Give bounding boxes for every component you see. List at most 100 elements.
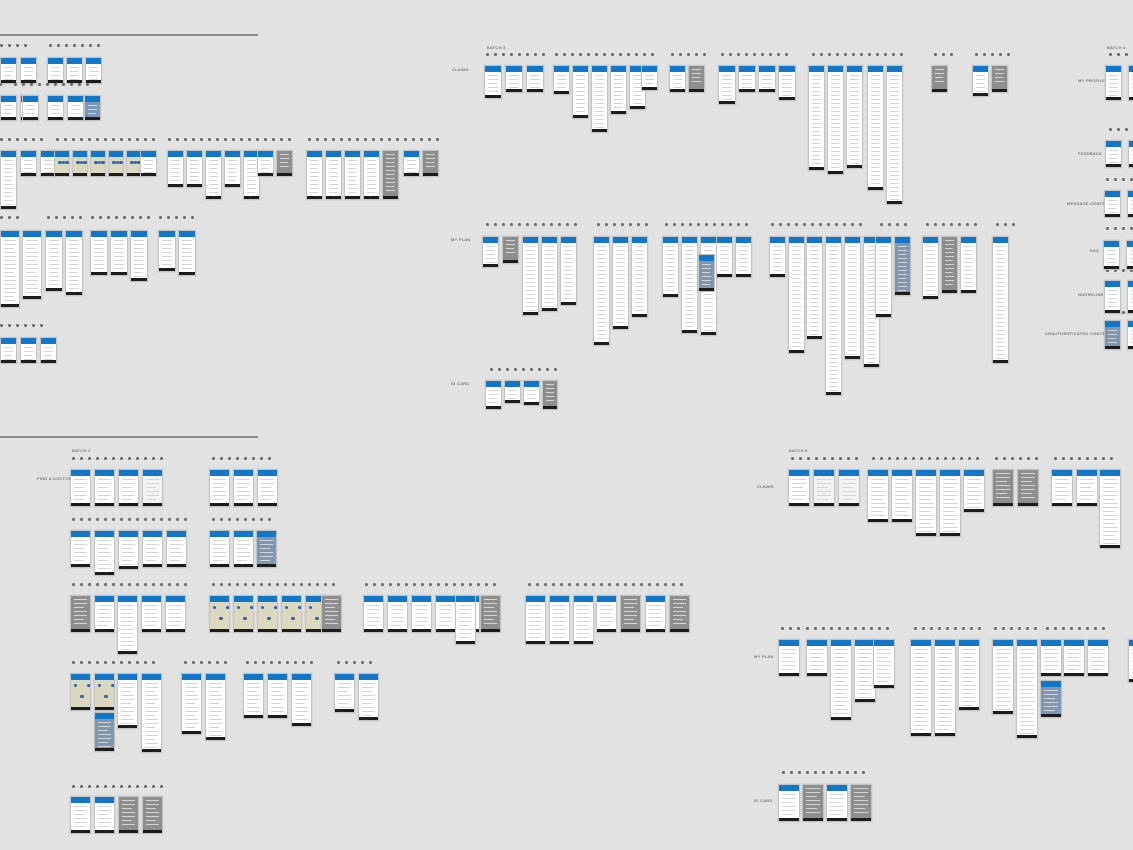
screen-thumbnail[interactable] [620, 595, 641, 633]
screen-thumbnail[interactable] [844, 236, 861, 360]
screen-thumbnail[interactable] [72, 150, 88, 177]
screen-thumbnail[interactable] [281, 595, 302, 633]
screen-thumbnail[interactable] [482, 236, 499, 268]
screen-thumbnail[interactable] [118, 469, 139, 507]
screen-thumbnail[interactable] [158, 230, 176, 272]
screen-thumbnail[interactable] [523, 380, 540, 406]
screen-thumbnail[interactable] [382, 150, 399, 200]
screen-thumbnail[interactable] [20, 57, 37, 84]
screen-thumbnail[interactable] [596, 595, 617, 633]
screen-thumbnail[interactable] [90, 230, 108, 276]
screen-thumbnail[interactable] [325, 150, 342, 200]
screen-thumbnail[interactable] [641, 65, 658, 91]
screen-thumbnail[interactable] [826, 784, 848, 822]
screen-thumbnail[interactable] [992, 236, 1009, 364]
screen-thumbnail[interactable] [1104, 280, 1121, 314]
screen-thumbnail[interactable] [931, 65, 948, 93]
screen-thumbnail[interactable] [867, 469, 889, 523]
screen-thumbnail[interactable] [958, 639, 980, 711]
screen-thumbnail[interactable] [130, 230, 148, 282]
screen-thumbnail[interactable] [22, 95, 39, 121]
screen-thumbnail[interactable] [1104, 320, 1121, 350]
screen-thumbnail[interactable] [915, 469, 937, 537]
screen-thumbnail[interactable] [718, 65, 736, 105]
screen-thumbnail[interactable] [813, 469, 835, 507]
screen-thumbnail[interactable] [358, 673, 379, 721]
screen-thumbnail[interactable] [1105, 140, 1122, 168]
screen-thumbnail[interactable] [525, 595, 546, 645]
screen-thumbnail[interactable] [84, 95, 101, 121]
screen-thumbnail[interactable] [455, 595, 476, 645]
screen-thumbnail[interactable] [867, 65, 884, 191]
screen-thumbnail[interactable] [593, 236, 610, 346]
screen-thumbnail[interactable] [47, 95, 64, 121]
screen-thumbnail[interactable] [541, 236, 558, 312]
screen-thumbnail[interactable] [233, 469, 254, 507]
screen-thumbnail[interactable] [505, 65, 523, 93]
screen-thumbnail[interactable] [738, 65, 756, 93]
screen-thumbnail[interactable] [40, 150, 57, 177]
screen-thumbnail[interactable] [257, 469, 278, 507]
screen-thumbnail[interactable] [612, 236, 629, 330]
screen-thumbnail[interactable] [70, 796, 91, 834]
screen-thumbnail[interactable] [910, 639, 932, 737]
screen-thumbnail[interactable] [806, 639, 828, 677]
screen-thumbnail[interactable] [1099, 469, 1121, 549]
screen-thumbnail[interactable] [1040, 639, 1062, 677]
screen-thumbnail[interactable] [65, 230, 83, 296]
screen-thumbnail[interactable] [387, 595, 408, 633]
screen-thumbnail[interactable] [110, 230, 128, 276]
screen-thumbnail[interactable] [1051, 469, 1073, 507]
screen-thumbnail[interactable] [334, 673, 355, 713]
screen-thumbnail[interactable] [549, 595, 570, 645]
screen-thumbnail[interactable] [894, 236, 911, 296]
screen-thumbnail[interactable] [306, 150, 323, 200]
screen-thumbnail[interactable] [891, 469, 913, 523]
screen-thumbnail[interactable] [934, 639, 956, 737]
screen-thumbnail[interactable] [70, 469, 91, 507]
screen-thumbnail[interactable] [1127, 320, 1133, 350]
screen-thumbnail[interactable] [502, 236, 519, 264]
screen-thumbnail[interactable] [67, 95, 84, 121]
screen-thumbnail[interactable] [233, 530, 254, 568]
screen-thumbnail[interactable] [94, 530, 115, 576]
screen-thumbnail[interactable] [806, 236, 823, 340]
screen-thumbnail[interactable] [875, 236, 892, 318]
screen-thumbnail[interactable] [972, 65, 989, 97]
screen-thumbnail[interactable] [788, 236, 805, 354]
screen-thumbnail[interactable] [778, 65, 796, 101]
screen-thumbnail[interactable] [403, 150, 420, 177]
screen-thumbnail[interactable] [485, 380, 502, 410]
screen-thumbnail[interactable] [85, 57, 102, 84]
screen-thumbnail[interactable] [70, 530, 91, 568]
screen-thumbnail[interactable] [243, 673, 264, 719]
screen-thumbnail[interactable] [802, 784, 824, 822]
screen-thumbnail[interactable] [118, 530, 139, 570]
screen-thumbnail[interactable] [94, 673, 115, 711]
screen-thumbnail[interactable] [1076, 469, 1098, 507]
screen-thumbnail[interactable] [688, 65, 705, 93]
screen-thumbnail[interactable] [166, 530, 187, 568]
screen-thumbnail[interactable] [788, 469, 810, 507]
screen-thumbnail[interactable] [178, 230, 196, 276]
screen-thumbnail[interactable] [142, 469, 163, 507]
screen-thumbnail[interactable] [827, 65, 844, 175]
screen-thumbnail[interactable] [45, 230, 63, 292]
screen-thumbnail[interactable] [681, 236, 698, 334]
screen-thumbnail[interactable] [291, 673, 312, 727]
screen-thumbnail[interactable] [70, 595, 91, 633]
screen-thumbnail[interactable] [553, 65, 570, 95]
screen-thumbnail[interactable] [40, 337, 57, 364]
screen-thumbnail[interactable] [1104, 190, 1121, 218]
screen-thumbnail[interactable] [922, 236, 939, 300]
screen-thumbnail[interactable] [631, 236, 648, 318]
screen-thumbnail[interactable] [66, 57, 83, 84]
screen-thumbnail[interactable] [1128, 639, 1133, 683]
screen-thumbnail[interactable] [422, 150, 439, 177]
screen-thumbnail[interactable] [960, 236, 977, 294]
screen-thumbnail[interactable] [758, 65, 776, 93]
screen-thumbnail[interactable] [808, 65, 825, 171]
screen-thumbnail[interactable] [167, 150, 184, 188]
screen-thumbnail[interactable] [186, 150, 203, 188]
screen-thumbnail[interactable] [118, 796, 139, 834]
